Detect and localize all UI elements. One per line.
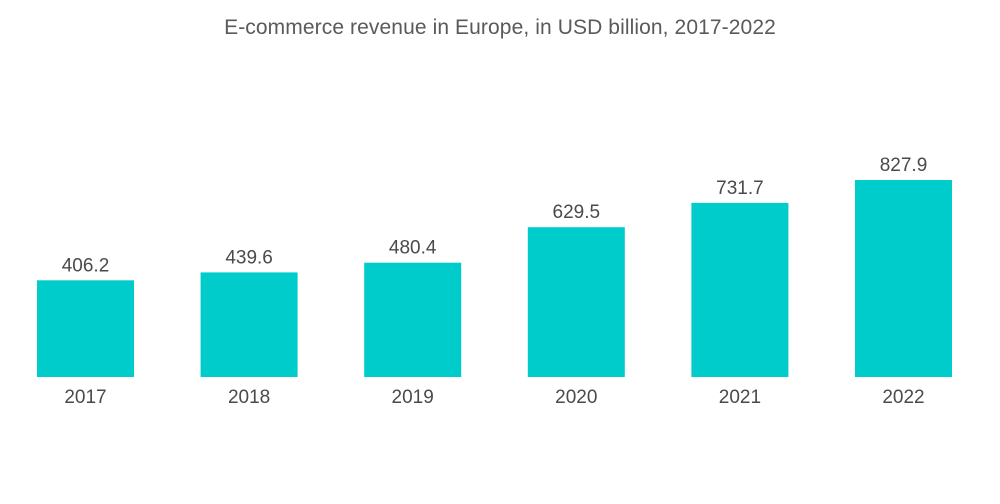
chart-title: E-commerce revenue in Europe, in USD bil… — [224, 16, 776, 39]
data-label-2022: 827.9 — [880, 155, 928, 176]
data-label-2020: 629.5 — [553, 202, 601, 223]
bar-2020 — [527, 227, 625, 377]
x-tick-label-2021: 2021 — [719, 387, 761, 408]
x-tick-label-2020: 2020 — [555, 387, 597, 408]
x-axis-ticks-layer: 2017 2018 2019 2020 2021 2022 — [64, 387, 924, 408]
bar-2017 — [37, 280, 134, 377]
bar-2021 — [691, 202, 789, 377]
data-label-2021: 731.7 — [716, 178, 764, 199]
x-tick-label-2019: 2019 — [392, 387, 434, 408]
x-tick-label-2018: 2018 — [228, 387, 270, 408]
data-label-2017: 406.2 — [62, 255, 110, 276]
x-tick-label-2017: 2017 — [64, 387, 106, 408]
data-labels-layer: 406.2 439.6 480.4 629.5 731.7 827.9 — [62, 155, 928, 276]
data-label-2018: 439.6 — [225, 247, 273, 268]
x-tick-label-2022: 2022 — [882, 387, 924, 408]
data-label-2019: 480.4 — [389, 238, 437, 259]
bar-2018 — [200, 272, 298, 377]
bar-2019 — [364, 262, 462, 377]
bar-2022 — [855, 180, 952, 377]
bars-layer — [37, 180, 952, 377]
